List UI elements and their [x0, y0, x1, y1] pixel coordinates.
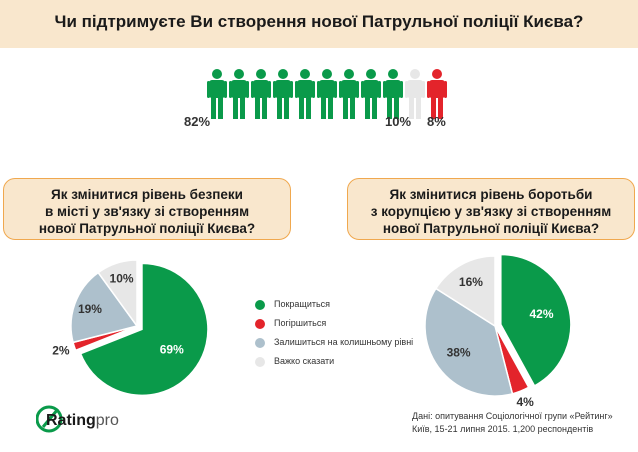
legend-label-worsen: Погіршиться	[274, 318, 327, 328]
pie-label-same: 19%	[78, 302, 102, 316]
person-icon	[383, 69, 403, 119]
person-icon	[361, 69, 381, 119]
pie-label-hard-to-say: 10%	[110, 271, 134, 285]
people-pictogram	[207, 69, 447, 119]
logo-text: Ratingpro	[46, 412, 119, 430]
neutral-percent-label: 10%	[385, 114, 412, 129]
person-icon	[229, 69, 249, 119]
legend-dot-hard-to-say	[255, 357, 265, 367]
pie-label-same: 38%	[447, 345, 471, 359]
against-percent-label: 8%	[427, 114, 446, 129]
person-icon	[405, 69, 425, 119]
person-icon	[273, 69, 293, 119]
title-banner: Чи підтримуєте Ви створення нової Патрул…	[0, 0, 638, 48]
rating-pro-logo-icon	[36, 405, 63, 433]
pie-slice-same	[424, 287, 514, 397]
person-icon	[251, 69, 271, 119]
legend-dot-worsen	[255, 319, 265, 329]
legend-label-hard-to-say: Важко сказати	[274, 356, 335, 366]
person-icon	[427, 69, 447, 119]
page-title: Чи підтримуєте Ви створення нової Патрул…	[54, 12, 584, 31]
pie-chart-safety: 69% 2% 19% 10%	[52, 259, 209, 397]
person-icon	[317, 69, 337, 119]
pie-label-improve: 69%	[160, 343, 184, 357]
legend-label-improve: Покращиться	[274, 299, 331, 309]
pie-label-hard-to-say: 16%	[459, 275, 483, 289]
source-note: Дані: опитування Соціологічної групи «Ре…	[412, 411, 613, 434]
support-percent-label: 82%	[184, 114, 211, 129]
logo-suffix-text: pro	[95, 412, 119, 429]
legend-dot-improve	[255, 300, 265, 310]
pie-slice-hard-to-say	[434, 255, 496, 328]
pie-label-improve: 42%	[529, 307, 553, 321]
person-icon	[295, 69, 315, 119]
logo-main-text: Rating	[46, 412, 96, 429]
pie-slice-same	[70, 271, 139, 344]
question-safety-text: Як змінитися рівень безпеки в місті у зв…	[38, 187, 256, 236]
question-box-corruption: Як змінитися рівень боротьби з корупцією…	[347, 178, 635, 240]
pie-slice-hard-to-say	[97, 259, 138, 329]
person-icon	[339, 69, 359, 119]
pie-label-worsen: 4%	[517, 395, 535, 409]
pie-chart-corruption: 42% 4% 38% 16%	[424, 253, 572, 409]
question-box-safety: Як змінитися рівень безпеки в місті у зв…	[3, 178, 291, 240]
legend-label-same: Залишиться на колишньому рівні	[274, 337, 414, 347]
pie-slice-improve	[500, 253, 572, 387]
pie-label-worsen: 2%	[52, 344, 70, 358]
person-icon	[207, 69, 227, 119]
question-corruption-text: Як змінитися рівень боротьби з корупцією…	[370, 187, 612, 236]
pie-slice-improve	[79, 262, 209, 397]
legend-dot-same	[255, 338, 265, 348]
